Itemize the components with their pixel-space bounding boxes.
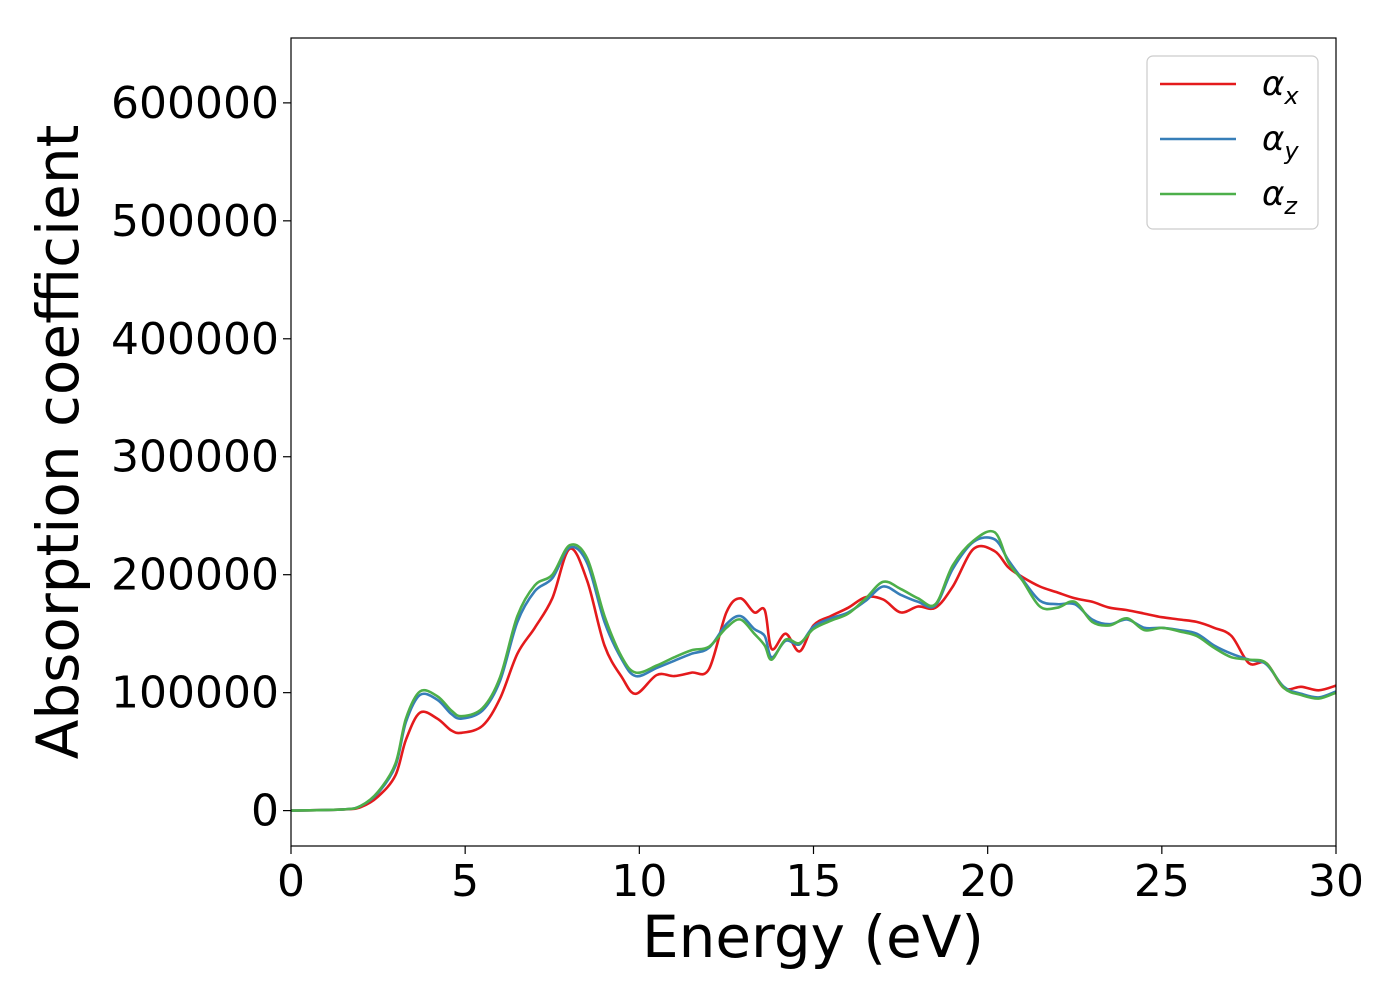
legend-subscript: y [1283,137,1299,165]
series-line-x [290,544,1337,812]
y-tick-label: 600000 [111,78,279,129]
x-tick-label: 15 [786,856,842,907]
x-axis-ticks: 0 5 10 15 20 25 30 [277,846,1364,907]
y-tick-label: 300000 [111,432,279,483]
y-tick-label: 400000 [111,314,279,365]
legend-subscript: x [1283,82,1299,110]
legend-subscript: z [1283,192,1298,220]
x-tick-label: 20 [960,856,1016,907]
y-tick-label: 0 [251,786,279,837]
x-tick-label: 10 [611,856,667,907]
series-line-z [290,529,1337,812]
y-axis-title: Absorption coefficient [24,125,92,760]
x-tick-label: 25 [1134,856,1190,907]
x-tick-label: 0 [277,856,305,907]
y-tick-label: 200000 [111,550,279,601]
series-layer [290,529,1337,812]
x-axis-title: Energy (eV) [642,903,984,971]
y-axis-ticks: 0 100000 200000 300000 400000 500000 600000 [111,78,291,837]
legend-box [1146,55,1319,230]
x-tick-label: 30 [1308,856,1364,907]
y-tick-label: 100000 [111,668,279,719]
x-tick-label: 5 [451,856,479,907]
y-tick-label: 500000 [111,196,279,247]
